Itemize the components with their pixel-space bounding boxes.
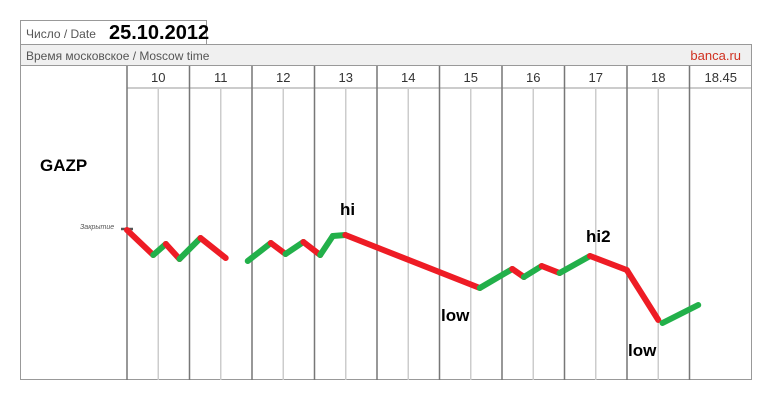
hour-tick-label: 11 xyxy=(214,70,228,85)
hour-tick-label: 14 xyxy=(401,70,415,85)
plot-frame xyxy=(20,66,752,380)
annotation-low-2: low xyxy=(628,341,657,360)
price-segment-up xyxy=(520,263,545,280)
hour-tick-label: 18 xyxy=(651,70,665,85)
price-segment-up xyxy=(244,240,274,264)
price-segment-down xyxy=(300,239,324,258)
date-label: Число / Date xyxy=(26,27,96,41)
annotation-low: low xyxy=(441,306,470,325)
hour-tick-label: 12 xyxy=(276,70,290,85)
price-segment-down xyxy=(267,240,289,257)
price-segment-down xyxy=(197,235,229,261)
date-value: 25.10.2012 xyxy=(109,22,210,44)
time-header: Время московское / Moscow time banca.ru xyxy=(20,44,752,66)
hour-tick-label: 13 xyxy=(339,70,353,85)
price-segment-down xyxy=(623,267,662,323)
time-label: Время московское / Moscow time xyxy=(26,49,210,63)
date-box: Число / Date 25.10.2012 xyxy=(20,20,210,44)
brand-logo: banca.ru xyxy=(690,48,741,63)
price-segment-up xyxy=(476,266,516,291)
price-segment-down xyxy=(124,227,157,258)
hour-tick-label: 18.45 xyxy=(704,70,737,85)
price-segment-up xyxy=(282,239,307,257)
reference-label: Закрытие xyxy=(80,224,115,231)
hour-tick-label: 16 xyxy=(526,70,540,85)
hour-tick-label: 17 xyxy=(589,70,603,85)
price-segment-up xyxy=(317,233,336,258)
price-segment-up xyxy=(556,253,594,276)
ticker-label: GAZP xyxy=(40,156,88,175)
price-segment-down xyxy=(587,253,630,273)
annotation-hi2: hi2 xyxy=(586,227,611,246)
price-segment-down xyxy=(538,263,563,276)
price-segment-up xyxy=(659,302,702,326)
price-segment-down xyxy=(342,232,483,291)
annotation-hi: hi xyxy=(340,200,356,219)
hour-tick-label: 10 xyxy=(151,70,165,85)
price-segment-up xyxy=(176,235,204,262)
price-segment-down xyxy=(162,241,183,262)
hour-tick-label: 15 xyxy=(464,70,478,85)
